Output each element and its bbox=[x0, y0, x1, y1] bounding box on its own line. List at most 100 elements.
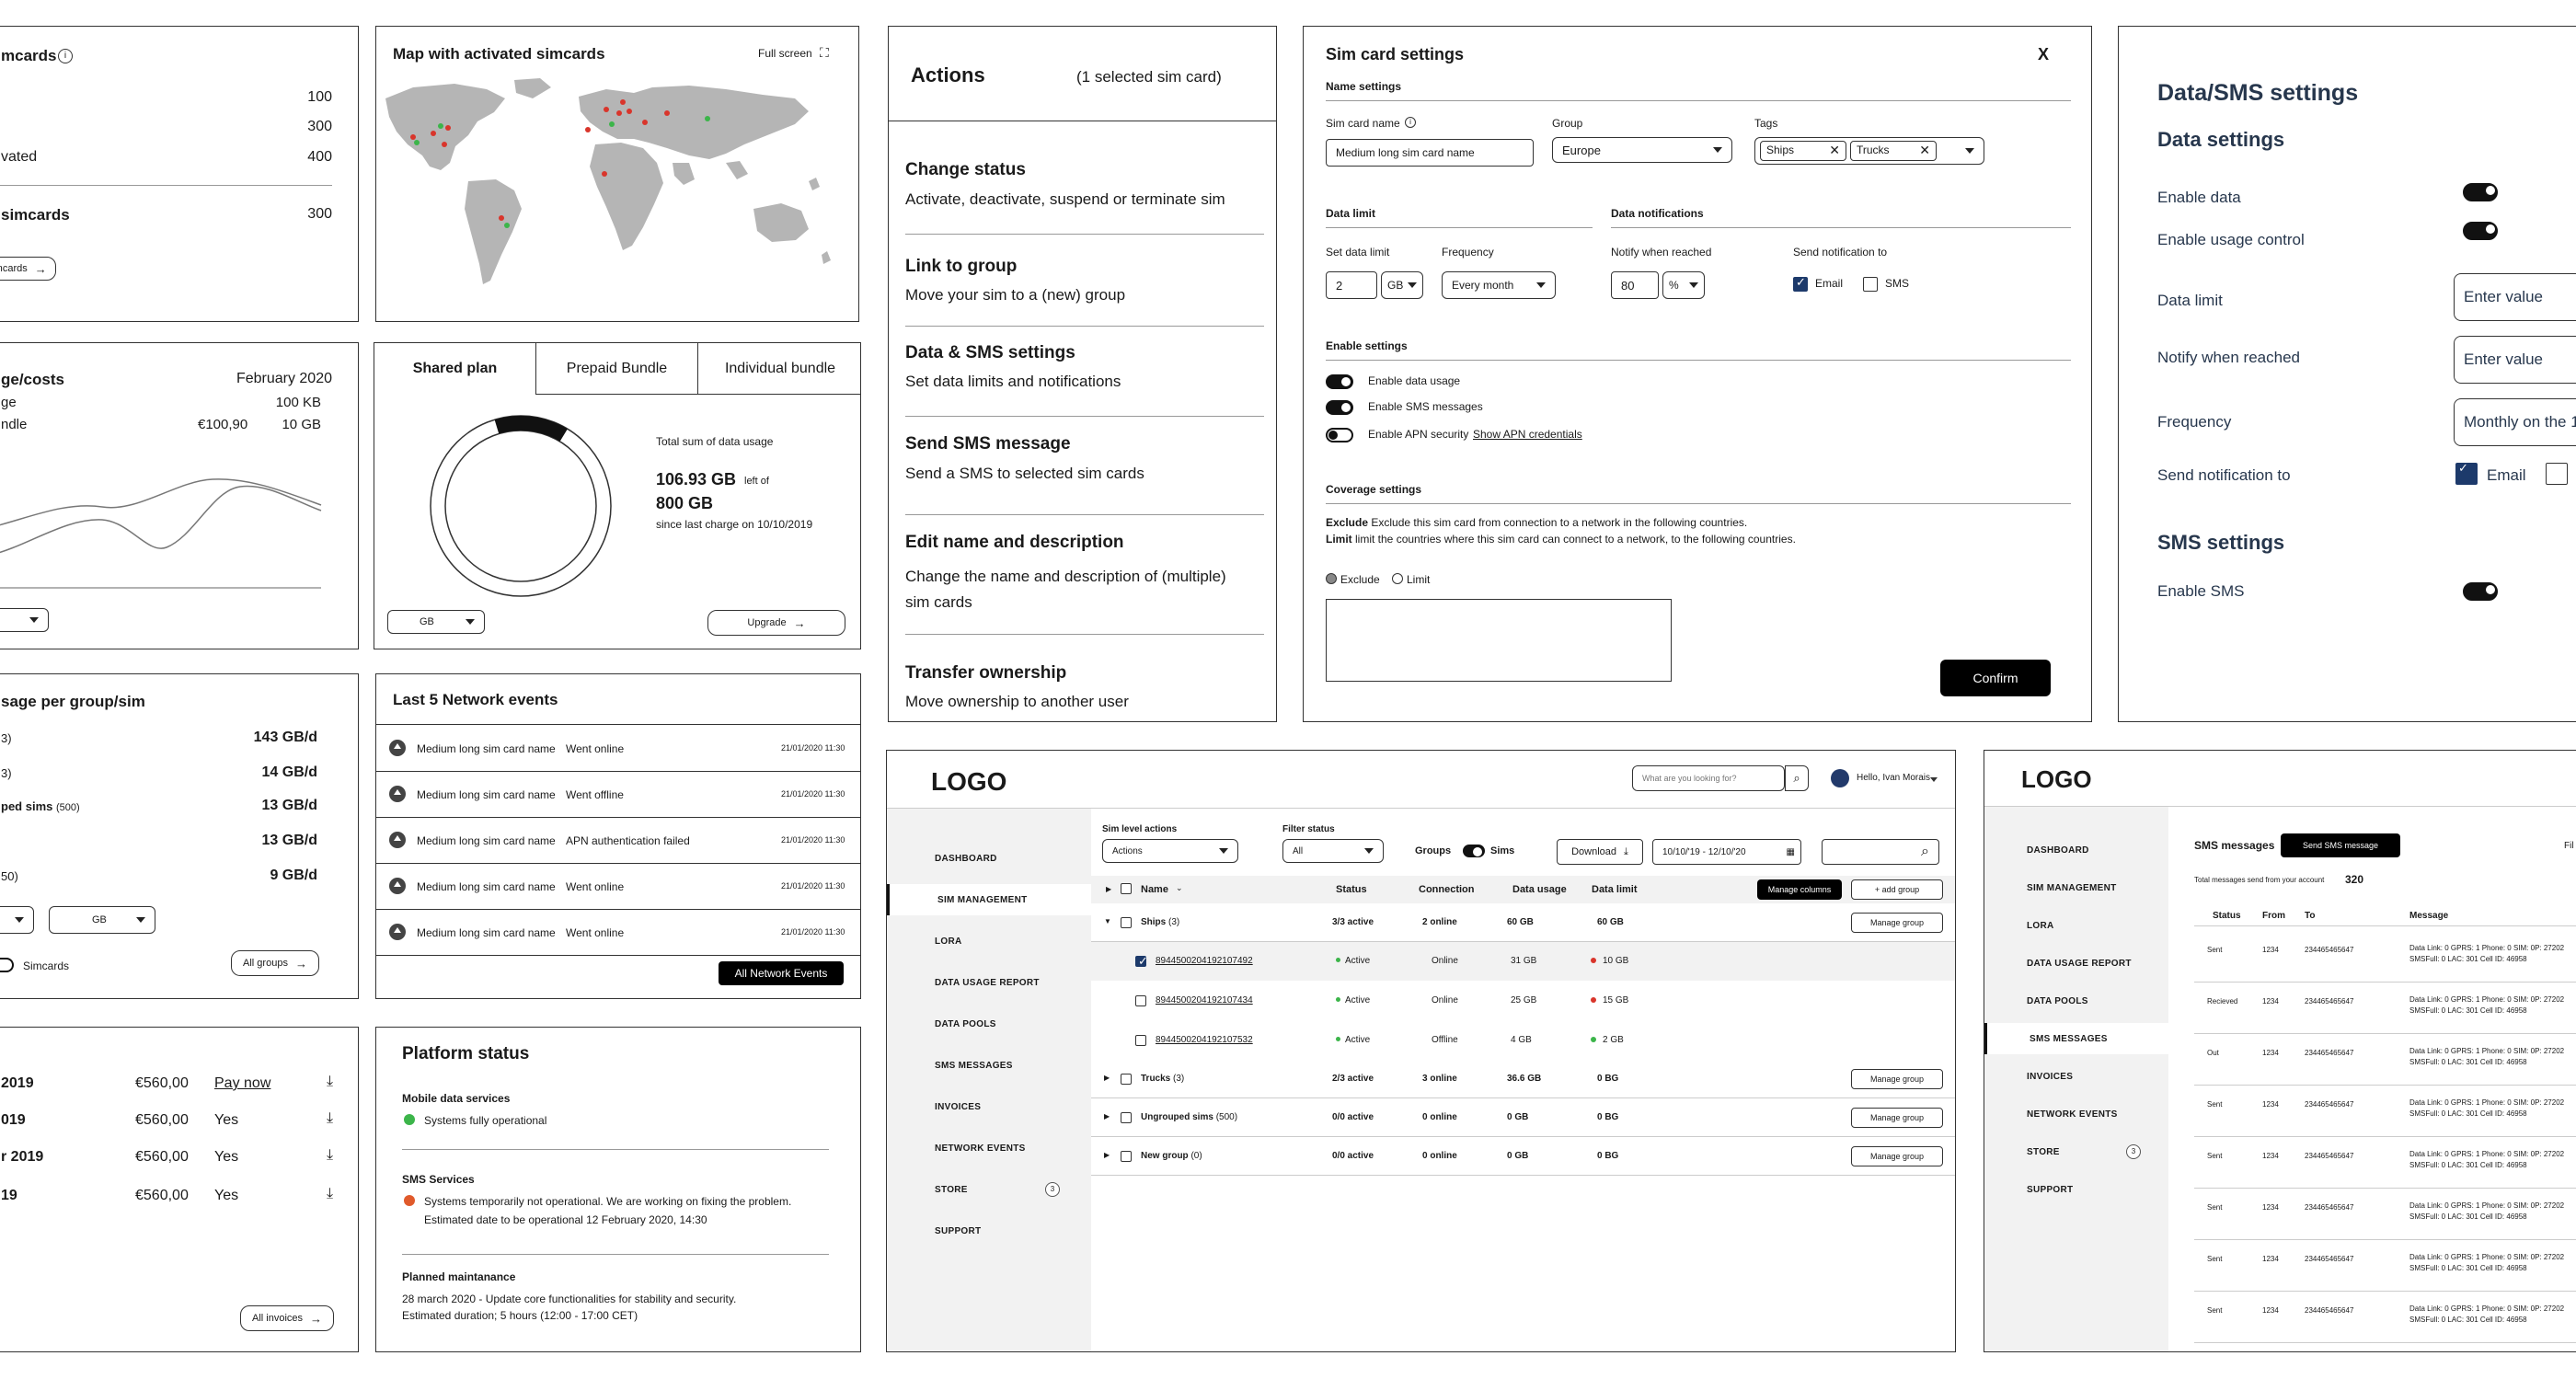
invoice-status[interactable]: Pay now bbox=[214, 1075, 271, 1091]
data-limit-input[interactable]: Enter value bbox=[2454, 273, 2576, 321]
manage-group-button[interactable]: Manage group bbox=[1851, 913, 1943, 933]
chevron-right-icon[interactable]: ▶ bbox=[1104, 1151, 1110, 1159]
simcards-button[interactable]: imcards→ bbox=[0, 257, 56, 281]
list-item[interactable]: Medium long sim card name APN authentica… bbox=[376, 818, 860, 864]
table-row[interactable]: 8944500204192107434 Active Online 25 GB … bbox=[1091, 982, 1955, 1020]
notify-input[interactable]: 80 bbox=[1611, 271, 1659, 299]
sms-checkbox[interactable] bbox=[1863, 277, 1878, 292]
world-map[interactable] bbox=[376, 71, 859, 319]
chevron-down-icon[interactable] bbox=[1930, 777, 1938, 782]
table-row[interactable]: ▼ Ships (3) 3/3 active 2 online 60 GB 60… bbox=[1091, 905, 1955, 942]
limit-unit-select[interactable]: GB bbox=[1381, 271, 1423, 299]
email-checkbox[interactable] bbox=[2455, 461, 2478, 485]
list-item[interactable]: Medium long sim card name Went online 21… bbox=[376, 864, 860, 910]
sidebar-item-dashboard[interactable]: DASHBOARD bbox=[935, 854, 997, 864]
sim-id-link[interactable]: 8944500204192107532 bbox=[1156, 1035, 1253, 1045]
filter-status-select[interactable]: All bbox=[1282, 839, 1384, 863]
search-input[interactable]: What are you looking for? bbox=[1632, 765, 1785, 791]
avatar[interactable] bbox=[1831, 769, 1849, 787]
row-checkbox[interactable] bbox=[1121, 1151, 1132, 1162]
chevron-right-icon[interactable]: ▶ bbox=[1104, 1112, 1110, 1120]
notify-input[interactable]: Enter value bbox=[2454, 336, 2576, 384]
list-item[interactable]: Medium long sim card name Went online 21… bbox=[376, 910, 860, 956]
table-row[interactable]: Out 1234 234465465647 Data Link: 0 GPRS:… bbox=[2194, 1034, 2576, 1086]
sidebar-item-support[interactable]: SUPPORT bbox=[2027, 1185, 2074, 1195]
enable-apn-toggle[interactable] bbox=[1326, 428, 1353, 442]
search-icon[interactable]: ⌕ bbox=[1785, 765, 1809, 791]
sidebar-item-data-usage-report[interactable]: DATA USAGE REPORT bbox=[935, 978, 1040, 988]
enable-sms-toggle[interactable] bbox=[2463, 582, 2498, 601]
actions-select[interactable]: Actions bbox=[1102, 839, 1238, 863]
table-row[interactable]: Recieved 1234 234465465647 Data Link: 0 … bbox=[2194, 983, 2576, 1034]
manage-group-button[interactable]: Manage group bbox=[1851, 1069, 1943, 1089]
table-row[interactable]: ▶ New group (0) 0/0 active 0 online 0 GB… bbox=[1091, 1139, 1955, 1176]
groups-sims-toggle[interactable] bbox=[0, 958, 14, 972]
table-row[interactable]: ▶ Ungrouped sims (500) 0/0 active 0 onli… bbox=[1091, 1100, 1955, 1137]
table-row[interactable]: 8944500204192107532 Active Offline 4 GB … bbox=[1091, 1021, 1955, 1060]
list-item[interactable]: Medium long sim card name Went online 21… bbox=[376, 726, 860, 772]
tag-chip[interactable]: Trucks ✕ bbox=[1850, 141, 1937, 161]
enable-data-toggle[interactable] bbox=[2463, 183, 2498, 201]
download-button[interactable]: Download ⤓ bbox=[1557, 839, 1643, 865]
download-icon[interactable]: ⤓ bbox=[327, 1186, 334, 1201]
table-search-input[interactable]: ⌕ bbox=[1822, 839, 1939, 865]
fullscreen-label[interactable]: Full screen bbox=[758, 47, 812, 60]
frequency-select[interactable]: Every month bbox=[1442, 271, 1556, 299]
tab-individual-bundle[interactable]: Individual bundle bbox=[698, 343, 860, 395]
sidebar-item-lora[interactable]: LORA bbox=[935, 937, 962, 947]
sidebar-item-invoices[interactable]: INVOICES bbox=[935, 1102, 982, 1112]
enable-data-toggle[interactable] bbox=[1326, 374, 1353, 389]
sidebar-item-sim-management[interactable]: SIM MANAGEMENT bbox=[2027, 883, 2117, 893]
table-row[interactable]: Sent 1234 234465465647 Data Link: 0 GPRS… bbox=[2194, 1292, 2576, 1343]
tag-chip[interactable]: Ships ✕ bbox=[1760, 141, 1846, 161]
close-icon[interactable]: X bbox=[2038, 45, 2050, 63]
frequency-select[interactable]: Monthly on the 1 bbox=[2454, 398, 2576, 446]
sim-id-link[interactable]: 8944500204192107492 bbox=[1156, 956, 1253, 966]
sidebar-item-data-pools[interactable]: DATA POOLS bbox=[2027, 996, 2088, 1006]
tab-shared-plan[interactable]: Shared plan bbox=[374, 343, 536, 395]
date-range-input[interactable]: 10/10/'19 - 12/10/'20 ▦ bbox=[1652, 839, 1801, 865]
enable-sms-toggle[interactable] bbox=[1326, 400, 1353, 415]
period-select[interactable] bbox=[0, 608, 49, 632]
chevron-down-icon[interactable]: ▼ bbox=[1104, 917, 1111, 925]
download-icon[interactable]: ⤓ bbox=[327, 1147, 334, 1163]
group-select[interactable]: Europe bbox=[1552, 137, 1732, 163]
email-checkbox[interactable] bbox=[1793, 275, 1808, 292]
countries-textarea[interactable] bbox=[1326, 599, 1672, 682]
enable-usage-toggle[interactable] bbox=[2463, 222, 2498, 240]
table-row[interactable]: ▶ Trucks (3) 2/3 active 3 online 36.6 GB… bbox=[1091, 1062, 1955, 1098]
sidebar-item-data-usage-report[interactable]: DATA USAGE REPORT bbox=[2027, 959, 2132, 969]
all-invoices-button[interactable]: All invoices → bbox=[240, 1305, 334, 1331]
confirm-button[interactable]: Confirm bbox=[1940, 660, 2051, 696]
group-select[interactable] bbox=[0, 906, 34, 934]
fullscreen-icon[interactable]: ⛶ bbox=[820, 45, 829, 60]
row-checkbox[interactable] bbox=[1121, 1112, 1132, 1123]
row-checkbox[interactable] bbox=[1135, 1035, 1146, 1046]
sim-name-input[interactable]: Medium long sim card name bbox=[1326, 139, 1534, 167]
row-checkbox[interactable] bbox=[1121, 1074, 1132, 1085]
table-row[interactable]: Sent 1234 234465465647 Data Link: 0 GPRS… bbox=[2194, 1086, 2576, 1137]
info-icon[interactable]: i bbox=[58, 49, 73, 63]
sidebar-item-sms-messages[interactable]: SMS MESSAGES bbox=[935, 1061, 1013, 1071]
limit-radio[interactable] bbox=[1392, 573, 1403, 584]
remove-tag-icon[interactable]: ✕ bbox=[1919, 143, 1930, 157]
show-apn-link[interactable]: Show APN credentials bbox=[1473, 428, 1582, 441]
data-limit-input[interactable]: 2 bbox=[1326, 271, 1377, 299]
all-groups-button[interactable]: All groups → bbox=[231, 950, 319, 976]
groups-sims-toggle[interactable] bbox=[1463, 845, 1485, 857]
sim-id-link[interactable]: 8944500204192107434 bbox=[1156, 995, 1253, 1006]
tab-prepaid-bundle[interactable]: Prepaid Bundle bbox=[536, 343, 698, 395]
list-item[interactable]: Medium long sim card name Went offline 2… bbox=[376, 772, 860, 818]
notify-unit-select[interactable]: % bbox=[1662, 271, 1705, 299]
sidebar-item-store[interactable]: STORE 3 bbox=[1984, 1136, 2168, 1167]
row-checkbox[interactable] bbox=[1135, 954, 1148, 969]
select-all-checkbox[interactable] bbox=[1121, 883, 1132, 894]
table-row[interactable]: Sent 1234 234465465647 Data Link: 0 GPRS… bbox=[2194, 931, 2576, 983]
sidebar-item-network-events[interactable]: NETWORK EVENTS bbox=[2027, 1109, 2118, 1120]
sidebar-item-sim-management[interactable]: SIM MANAGEMENT bbox=[887, 884, 1091, 915]
upgrade-button[interactable]: Upgrade → bbox=[707, 610, 845, 636]
sidebar-item-lora[interactable]: LORA bbox=[2027, 921, 2054, 931]
sidebar-item-data-pools[interactable]: DATA POOLS bbox=[935, 1019, 996, 1029]
sidebar-item-support[interactable]: SUPPORT bbox=[935, 1226, 982, 1236]
unit-select[interactable]: GB bbox=[49, 906, 155, 934]
